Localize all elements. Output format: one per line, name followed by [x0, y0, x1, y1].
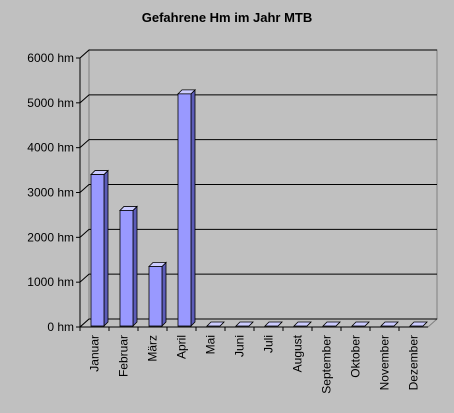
x-tick-label: März [146, 335, 160, 362]
bar-top [235, 321, 254, 327]
bar [119, 210, 134, 327]
y-tick-label: 1000 hm [27, 275, 74, 289]
bar-top [264, 321, 283, 327]
grid-line [79, 273, 437, 283]
bar-top [409, 321, 428, 327]
bar-top [293, 321, 312, 327]
y-tick-label: 4000 hm [27, 141, 74, 155]
bar [177, 93, 192, 327]
bar [148, 266, 163, 327]
x-tick-label: April [175, 335, 189, 359]
grid-line [79, 49, 437, 59]
bar-side [161, 261, 167, 327]
grid-line [79, 94, 437, 104]
x-tick-label: Juni [233, 335, 247, 357]
x-tick-label: November [378, 335, 392, 390]
bar-side [132, 205, 138, 327]
bar-top [380, 321, 399, 327]
grid-line [79, 228, 437, 238]
x-tick-label: Mai [204, 335, 218, 354]
x-tick-label: Dezember [407, 335, 421, 390]
bar [90, 174, 105, 327]
grid-line [79, 318, 437, 328]
x-tick-label: Juli [262, 335, 276, 353]
x-tick-label: August [291, 334, 305, 372]
bar-top [351, 321, 370, 327]
bar-side [190, 88, 196, 327]
y-tick-label: 2000 hm [27, 230, 74, 244]
y-tick-label: 3000 hm [27, 186, 74, 200]
y-tick-label: 0 hm [47, 320, 74, 334]
x-tick-label: Januar [88, 335, 102, 372]
grid-line [79, 139, 437, 149]
y-tick-label: 6000 hm [27, 51, 74, 65]
y-tick-label: 5000 hm [27, 96, 74, 110]
x-tick-label: Februar [117, 335, 131, 377]
x-tick-label: September [320, 335, 334, 394]
bar-top [322, 321, 341, 327]
x-tick-label: Oktober [349, 335, 363, 378]
bar-top [206, 321, 225, 327]
chart-title: Gefahrene Hm im Jahr MTB [142, 10, 313, 25]
bar-side [103, 169, 109, 327]
grid-line [79, 184, 437, 193]
